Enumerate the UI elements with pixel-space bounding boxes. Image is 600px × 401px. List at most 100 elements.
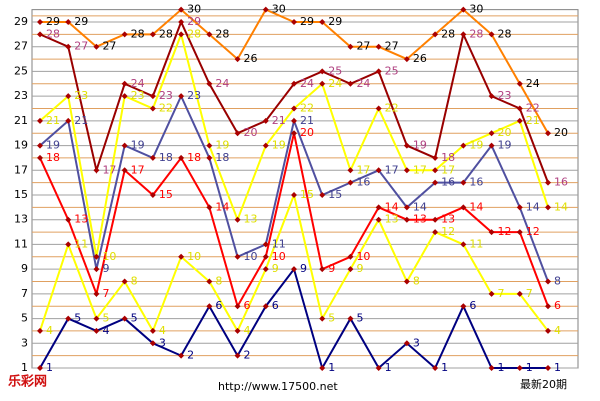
point-marker xyxy=(121,278,128,285)
point-marker xyxy=(545,278,551,285)
data-label: 28 xyxy=(498,27,512,40)
point-marker xyxy=(432,154,439,161)
data-label: 28 xyxy=(215,27,229,40)
point-marker xyxy=(319,80,326,87)
data-label: 12 xyxy=(498,225,512,238)
data-label: 19 xyxy=(413,139,427,152)
point-marker xyxy=(234,303,241,310)
point-marker xyxy=(460,6,467,13)
point-marker xyxy=(37,19,43,25)
point-marker xyxy=(206,31,213,38)
data-label: 24 xyxy=(328,77,342,90)
data-label: 21 xyxy=(46,114,60,127)
point-marker xyxy=(234,253,241,260)
data-label: 7 xyxy=(498,287,505,300)
point-marker xyxy=(93,167,100,174)
data-label: 27 xyxy=(102,40,116,53)
point-marker xyxy=(347,167,354,174)
point-marker xyxy=(178,253,185,260)
point-marker xyxy=(403,167,410,174)
data-label: 29 xyxy=(300,15,314,28)
point-marker xyxy=(403,340,410,347)
data-label: 1 xyxy=(441,361,448,374)
point-marker xyxy=(545,303,551,310)
point-marker xyxy=(178,352,185,359)
data-label: 21 xyxy=(272,114,286,127)
point-marker xyxy=(488,130,495,137)
point-marker xyxy=(121,167,128,174)
data-label: 1 xyxy=(328,361,335,374)
y-tick-label: 29 xyxy=(14,15,28,28)
point-marker xyxy=(488,93,495,100)
point-marker xyxy=(488,365,495,371)
point-marker xyxy=(545,130,551,137)
data-label: 9 xyxy=(102,262,109,275)
data-label: 14 xyxy=(215,200,229,213)
data-label: 5 xyxy=(74,312,81,325)
data-label: 4 xyxy=(159,324,166,337)
point-marker xyxy=(460,204,467,211)
data-label: 13 xyxy=(74,213,88,226)
point-marker xyxy=(206,80,213,87)
y-tick-label: 19 xyxy=(14,139,28,152)
point-marker xyxy=(262,253,269,260)
data-label: 20 xyxy=(244,126,258,139)
data-label: 15 xyxy=(328,188,342,201)
point-marker xyxy=(516,80,523,87)
data-label: 5 xyxy=(102,312,109,325)
data-label: 26 xyxy=(413,52,427,65)
data-label: 10 xyxy=(356,250,370,263)
data-label: 25 xyxy=(385,64,399,77)
data-label: 10 xyxy=(244,250,258,263)
data-label: 17 xyxy=(356,163,370,176)
y-tick-label: 21 xyxy=(14,114,28,127)
point-marker xyxy=(121,80,128,87)
data-label: 5 xyxy=(131,312,138,325)
data-label: 20 xyxy=(498,126,512,139)
point-marker xyxy=(291,130,297,137)
point-marker xyxy=(93,43,100,50)
point-marker xyxy=(178,93,185,100)
data-label: 16 xyxy=(554,176,568,189)
point-marker xyxy=(375,204,382,211)
data-label: 29 xyxy=(328,15,342,28)
y-tick-label: 13 xyxy=(14,213,28,226)
point-marker xyxy=(234,327,241,334)
point-marker xyxy=(432,167,439,174)
url: http://www.17500.net xyxy=(218,380,338,393)
point-marker xyxy=(234,216,241,223)
data-label: 18 xyxy=(159,151,173,164)
point-marker xyxy=(375,105,382,112)
data-label: 30 xyxy=(187,3,201,16)
point-marker xyxy=(375,68,382,75)
point-marker xyxy=(262,266,269,273)
point-marker xyxy=(375,43,382,50)
data-label: 12 xyxy=(526,225,540,238)
data-label: 16 xyxy=(469,176,483,189)
data-label: 1 xyxy=(385,361,392,374)
data-label: 19 xyxy=(498,139,512,152)
point-marker xyxy=(347,80,354,87)
y-tick-label: 5 xyxy=(21,312,28,325)
data-label: 9 xyxy=(328,262,335,275)
point-marker xyxy=(65,43,72,50)
data-label: 4 xyxy=(244,324,251,337)
data-label: 21 xyxy=(300,114,314,127)
point-marker xyxy=(65,93,72,100)
point-marker xyxy=(121,315,128,322)
point-marker xyxy=(37,117,43,124)
y-tick-label: 25 xyxy=(14,64,28,77)
point-marker xyxy=(65,117,72,124)
data-label: 18 xyxy=(215,151,229,164)
data-label: 7 xyxy=(102,287,109,300)
point-marker xyxy=(319,192,326,198)
point-marker xyxy=(149,340,156,347)
point-marker xyxy=(291,117,297,124)
data-label: 17 xyxy=(102,163,116,176)
point-marker xyxy=(319,68,326,75)
data-label: 23 xyxy=(159,89,173,102)
data-label: 6 xyxy=(469,299,476,312)
data-label: 13 xyxy=(244,213,258,226)
